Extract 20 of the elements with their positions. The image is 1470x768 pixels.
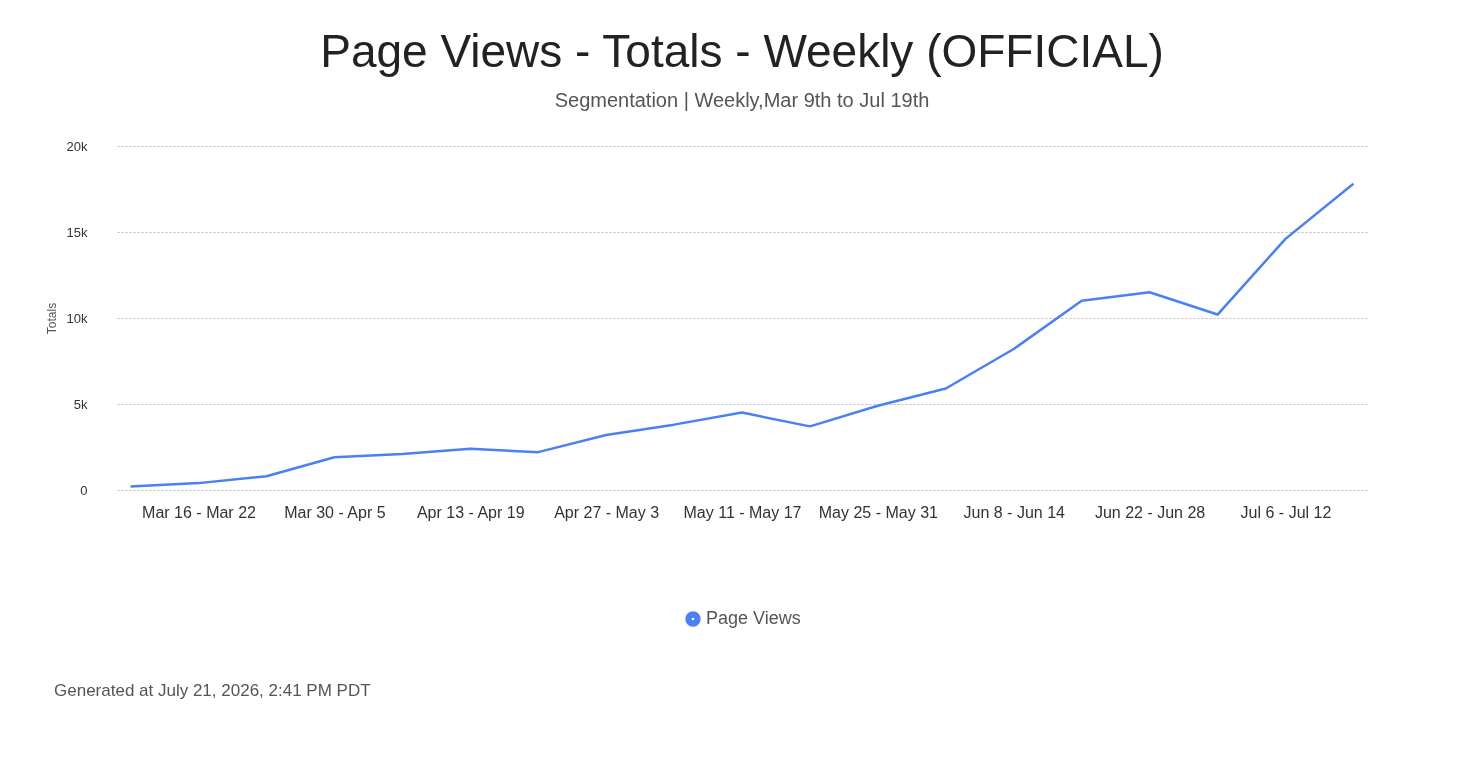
x-tick-label: Apr 13 - Apr 19 — [416, 503, 525, 521]
y-tick-label: 0 — [80, 482, 88, 498]
x-tick-label: May 25 - May 31 — [818, 503, 939, 521]
y-axis-title: Totals — [44, 302, 59, 335]
x-tick-label: Jun 22 - Jun 28 — [1094, 503, 1206, 521]
chart-subtitle: Segmentation | Weekly,Mar 9th to Jul 19th — [554, 89, 930, 111]
line-series — [129, 182, 1355, 488]
x-tick-label: Apr 27 - May 3 — [554, 503, 660, 521]
y-tick-label: 20k — [66, 138, 88, 154]
y-tick-label: 15k — [66, 224, 88, 240]
y-tick-label: 10k — [66, 310, 88, 326]
y-tick-label: 5k — [73, 396, 88, 412]
x-tick-label: Jul 6 - Jul 12 — [1240, 503, 1332, 521]
x-tick-label: Mar 30 - Apr 5 — [284, 503, 386, 521]
x-tick-label: May 11 - May 17 — [683, 503, 802, 521]
x-tick-label: Jun 8 - Jun 14 — [963, 503, 1066, 521]
text: Generated at July 21, 2026, 2:41 PM PDT — [54, 681, 372, 701]
chart-title: Page Views - Totals - Weekly (OFFICIAL) — [320, 25, 1164, 77]
x-tick-label: Mar 16 - Mar 22 — [142, 503, 257, 521]
legend-label: Page Views — [706, 608, 801, 628]
